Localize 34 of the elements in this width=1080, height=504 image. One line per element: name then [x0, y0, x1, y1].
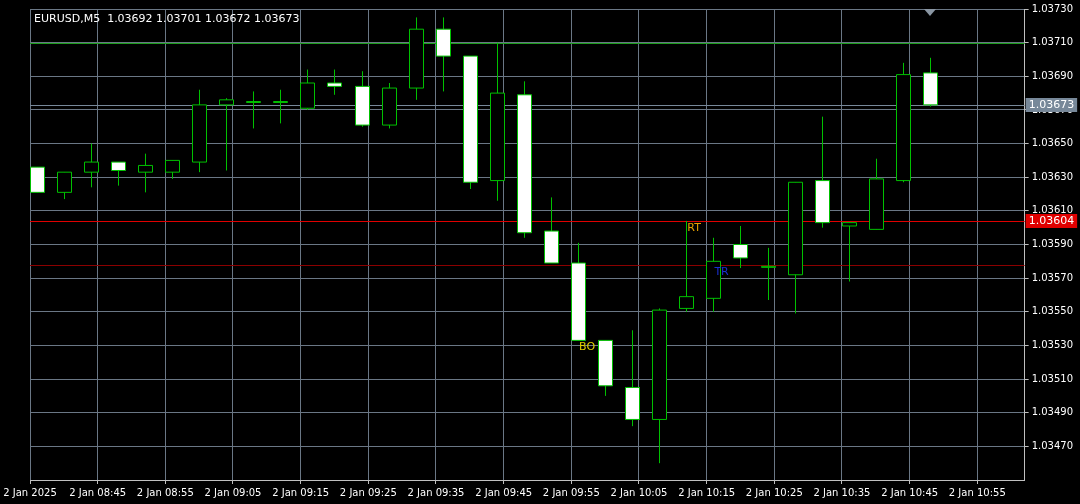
candlestick [273, 89, 288, 124]
x-tick-label: 2 Jan 10:25 [745, 486, 803, 498]
y-tick-label: 1.03630 [1031, 170, 1074, 182]
y-tick-label: 1.03650 [1031, 137, 1074, 149]
y-tick-label: 1.03730 [1031, 2, 1074, 14]
annotation: RT [687, 220, 702, 234]
y-tick-label: 1.03530 [1031, 339, 1074, 351]
ref-line-label: 1.03673 [1028, 97, 1075, 111]
x-tick-label: 2 Jan 10:55 [948, 486, 1006, 498]
x-tick-label: 2 Jan 09:05 [204, 486, 262, 498]
chart-title: EURUSD,M5 1.03692 1.03701 1.03672 1.03673 [34, 11, 300, 25]
y-tick-label: 1.03470 [1031, 439, 1074, 451]
x-tick-label: 2 Jan 09:25 [339, 486, 397, 498]
x-tick-label: 2 Jan 08:45 [69, 486, 127, 498]
y-tick-label: 1.03490 [1031, 406, 1074, 418]
y-tick-label: 1.03690 [1031, 69, 1074, 81]
x-tick-label: 2 Jan 09:15 [272, 486, 330, 498]
x-tick-label: 2 Jan 08:55 [136, 486, 194, 498]
x-tick-label: 2 Jan 2025 [3, 486, 57, 498]
y-tick-label: 1.03570 [1031, 271, 1074, 283]
x-tick-label: 2 Jan 09:45 [475, 486, 533, 498]
y-tick-label: 1.03610 [1031, 204, 1074, 216]
y-tick-label: 1.03550 [1031, 305, 1074, 317]
y-tick-label: 1.03510 [1031, 372, 1074, 384]
candlestick [246, 90, 261, 129]
ref-line-label: 1.03604 [1028, 213, 1075, 227]
x-tick-label: 2 Jan 10:35 [813, 486, 871, 498]
x-tick-label: 2 Jan 09:35 [407, 486, 465, 498]
x-tick-label: 2 Jan 10:15 [678, 486, 736, 498]
y-tick-label: 1.03590 [1031, 238, 1074, 250]
x-tick-label: 2 Jan 10:45 [881, 486, 939, 498]
x-tick-label: 2 Jan 10:05 [610, 486, 668, 498]
y-tick-label: 1.03710 [1031, 36, 1074, 48]
x-tick-label: 2 Jan 09:55 [542, 486, 600, 498]
